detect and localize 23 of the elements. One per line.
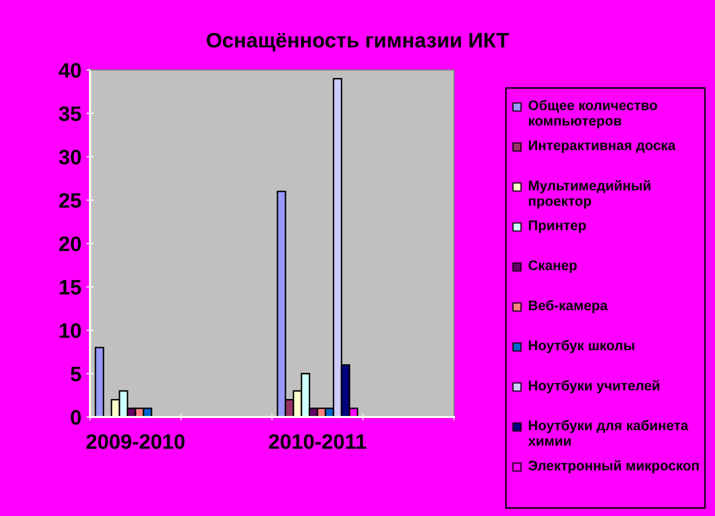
legend-label: Принтер <box>528 220 586 233</box>
y-tick-label: 25 <box>59 193 82 208</box>
legend-label: Интерактивная доска <box>528 140 676 153</box>
legend-label: Ноутбуки для кабинета химии <box>528 420 688 446</box>
legend-label: Мультимедийный проектор <box>528 180 650 209</box>
x-tick-label: 2010-2011 <box>268 434 366 449</box>
y-tick-label: 35 <box>58 106 82 122</box>
bar <box>94 346 104 417</box>
legend-label: Сканер <box>528 260 577 273</box>
legend-label: Общее количество компьютеров <box>528 100 658 128</box>
chart-title: Оснащённость гимназии ИКТ <box>206 32 509 52</box>
x-tick-label: 2009-2010 <box>86 434 184 449</box>
y-tick-label: 5 <box>70 366 82 382</box>
legend-label: Электронный микроскоп <box>528 460 699 474</box>
legend-label: Ноутбуки учителей <box>528 380 660 394</box>
y-tick-label: 40 <box>58 63 81 78</box>
y-tick-label: 0 <box>70 410 81 425</box>
legend-label: Ноутбук школы <box>528 340 634 354</box>
legend-label: Веб-камера <box>528 300 608 314</box>
y-tick-label: 10 <box>60 323 81 338</box>
y-tick-label: 15 <box>60 280 82 295</box>
y-tick-label: 30 <box>58 150 81 165</box>
y-tick-label: 20 <box>59 236 81 252</box>
